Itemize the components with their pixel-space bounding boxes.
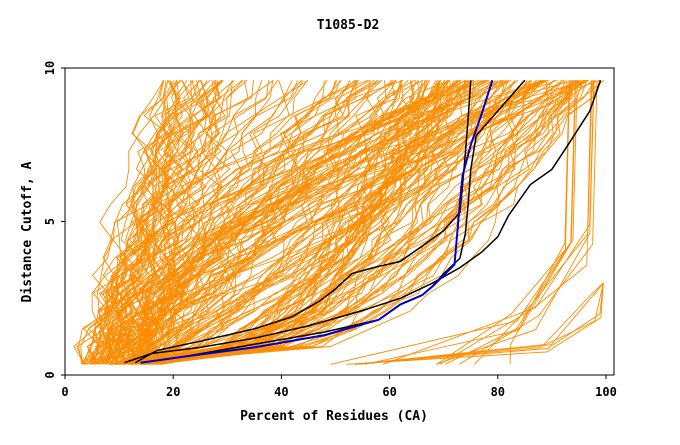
x-axis: 0 20 40 60 80 100 [61,375,617,399]
model-curve [436,80,571,365]
model-curve [110,79,512,365]
model-curve [119,80,191,365]
model-curve [141,79,396,365]
model-curve [119,80,564,365]
model-curve [141,80,200,365]
model-curve [149,80,428,365]
model-curve [153,80,423,365]
model-curve [143,79,582,365]
model-curve [439,80,592,365]
model-curve [99,79,383,365]
x-tick-label: 80 [491,385,505,399]
chart-title: T1085-D2 [317,18,380,33]
model-curve [354,282,604,365]
model-curve [144,80,453,365]
model-curve [143,79,235,365]
model-curve [120,79,605,365]
model-curve [116,79,470,365]
model-curve [151,79,449,365]
model-curve [131,80,336,365]
model-curve [134,79,546,365]
model-curve [87,80,198,365]
y-axis-label: Distance Cutoff, A [20,161,35,302]
model-curve [118,80,172,365]
model-curve [382,80,595,365]
model-curve [89,80,220,365]
model-curve [83,79,508,365]
model-curve [136,79,375,365]
model-curve [99,79,556,365]
model-curve [110,80,414,365]
model-curve [131,80,568,365]
y-tick-label: 0 [43,371,57,378]
model-curve [146,79,595,365]
model-curve [108,80,493,365]
model-curve [135,80,585,365]
model-curve [146,80,455,365]
x-tick-label: 60 [382,385,396,399]
model-curve [143,80,371,365]
model-curve [86,80,254,365]
model-curve [119,80,182,365]
model-curve [148,80,437,365]
model-curve [128,80,554,365]
model-curve [95,80,270,365]
model-curve [107,80,179,365]
model-lines [73,79,605,365]
model-curve [109,80,458,365]
model-curve [346,282,604,365]
model-curve [138,80,397,365]
model-curve [123,80,573,365]
model-curve [85,80,165,365]
model-curve [83,79,480,365]
model-curve [153,80,596,365]
model-curve [365,80,578,365]
model-curve [153,80,402,365]
model-curve [123,79,244,365]
x-tick-label: 100 [595,385,617,399]
model-curve [73,79,600,365]
model-curve [86,79,274,365]
x-tick-label: 0 [61,385,68,399]
model-curve [145,80,440,365]
model-curve [147,80,469,365]
model-curve [160,80,504,365]
model-curve [359,282,604,365]
y-tick-label: 10 [43,61,57,75]
x-tick-label: 40 [274,385,288,399]
model-curve [109,80,217,365]
highlight-series-blue-3 [140,79,494,364]
model-curve [122,79,543,365]
model-curve [159,80,574,365]
model-curve [142,80,566,365]
highlighted-lines [124,79,602,364]
model-curve [155,80,588,365]
y-tick-label: 5 [43,218,57,225]
model-curve [355,282,604,365]
model-curve [146,80,574,365]
x-tick-label: 20 [166,385,180,399]
model-curve [459,80,598,365]
highlight-series-black-1 [124,80,602,364]
model-curve [153,80,208,365]
model-curve [141,80,226,365]
model-curve [139,80,351,365]
y-axis: 0 5 10 [43,61,65,379]
model-curve [139,79,248,365]
model-curve [115,80,421,365]
x-axis-label: Percent of Residues (CA) [240,409,428,424]
